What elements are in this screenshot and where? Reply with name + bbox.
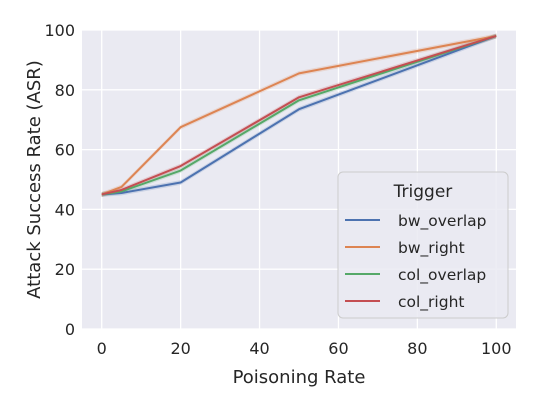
confidence-band-col_right: [101, 33, 497, 197]
legend: Trigger bw_overlap bw_right col_overlapcol…: [337, 171, 509, 319]
y-tick-label: 0: [65, 320, 75, 339]
x-axis-label: Poisoning Rate: [233, 367, 366, 388]
confidence-band-bw_overlap: [101, 33, 497, 197]
legend-label-col_right: col_right: [398, 293, 464, 312]
y-axis-label: Attack Success Rate (ASR): [24, 60, 45, 299]
x-tick-label: 80: [407, 339, 427, 358]
grid-lines: [82, 29, 516, 330]
y-tick-labels: 0 20 40 60 80 100: [44, 21, 75, 339]
series-line-bw_right: [101, 34, 497, 196]
x-tick-label: 20: [170, 339, 190, 358]
series-line-col_right: [101, 35, 497, 196]
legend-box: [337, 171, 509, 319]
y-tick-label: 80: [55, 81, 75, 100]
x-tick-labels: 0 20 40 60 80 100: [97, 339, 512, 358]
legend-label-bw_right: bw_right: [398, 239, 465, 258]
x-tick-label: 40: [249, 339, 269, 358]
y-tick-label: 100: [44, 21, 75, 40]
x-tick-label: 0: [97, 339, 107, 358]
y-tick-label: 20: [55, 260, 75, 279]
y-tick-label: 60: [55, 141, 75, 160]
x-tick-label: 60: [328, 339, 348, 358]
series-lines: [101, 34, 497, 196]
legend-title: Trigger: [393, 182, 453, 202]
y-tick-label: 40: [55, 200, 75, 219]
x-tick-label: 100: [481, 339, 512, 358]
legend-label-bw_overlap: bw_overlap: [398, 212, 486, 231]
legend-label-col_overlap: col_overlap: [398, 266, 486, 285]
